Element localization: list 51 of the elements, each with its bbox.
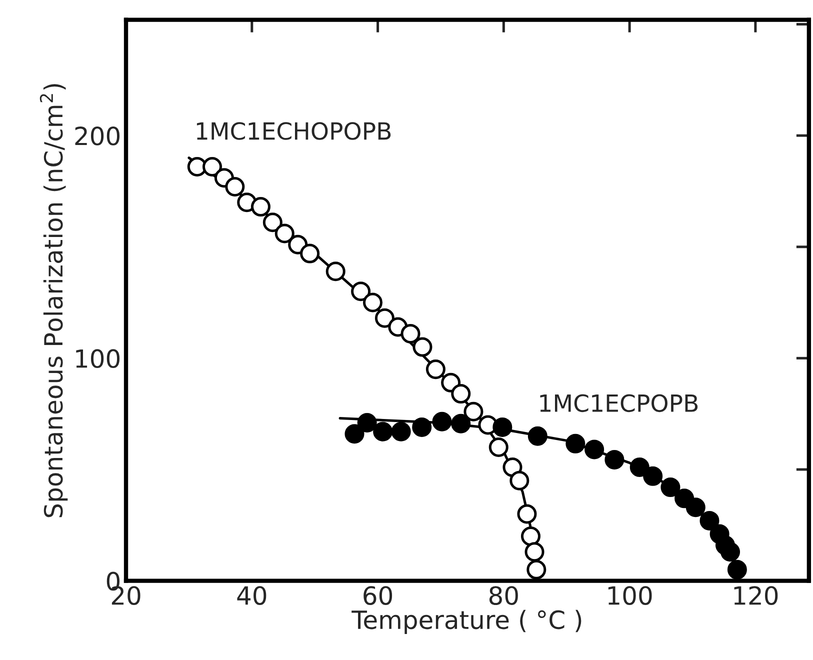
- point: [727, 560, 747, 580]
- point: [566, 434, 586, 454]
- point: [488, 437, 508, 457]
- point: [451, 414, 471, 434]
- point: [412, 417, 432, 437]
- point: [517, 504, 537, 524]
- point: [326, 262, 346, 282]
- point: [520, 526, 540, 546]
- point: [528, 426, 548, 446]
- point: [274, 224, 294, 244]
- x-axis-title: Temperature ( °C ): [352, 610, 582, 634]
- point: [362, 292, 382, 312]
- point: [262, 212, 282, 232]
- point: [584, 440, 604, 460]
- y-tick-label: 100: [76, 349, 120, 368]
- point: [660, 478, 680, 498]
- point: [464, 402, 484, 422]
- point: [412, 337, 432, 357]
- point: [700, 510, 720, 530]
- point: [344, 424, 364, 444]
- x-tick-label: 60: [364, 586, 392, 606]
- x-tick-label: 120: [734, 586, 778, 606]
- point: [432, 412, 452, 432]
- y-tick-label: 200: [75, 126, 120, 146]
- point: [225, 177, 245, 197]
- point: [373, 422, 393, 442]
- point: [374, 308, 394, 328]
- x-tick-label: 100: [608, 586, 652, 606]
- point: [604, 450, 624, 470]
- point: [630, 458, 650, 478]
- x-tick-label: 40: [237, 586, 266, 606]
- point: [524, 542, 544, 562]
- point: [300, 244, 320, 264]
- point: [686, 498, 706, 518]
- point: [400, 324, 420, 344]
- point: [492, 417, 512, 437]
- point: [202, 156, 222, 176]
- point: [643, 466, 663, 486]
- point: [510, 470, 530, 490]
- series-label: 1MC1ECHOPOPB: [196, 122, 391, 140]
- point: [250, 197, 270, 217]
- y-axis-title: Spontaneous Polarization (nC/cm$^{2}$): [40, 84, 68, 518]
- point: [720, 542, 740, 562]
- series-label: 1MC1ECPOPB: [540, 394, 698, 412]
- point: [451, 384, 471, 404]
- point: [391, 422, 411, 442]
- point: [351, 282, 371, 302]
- x-tick-label: 80: [489, 586, 518, 606]
- point: [357, 412, 377, 432]
- point: [426, 360, 446, 380]
- point: [526, 560, 546, 580]
